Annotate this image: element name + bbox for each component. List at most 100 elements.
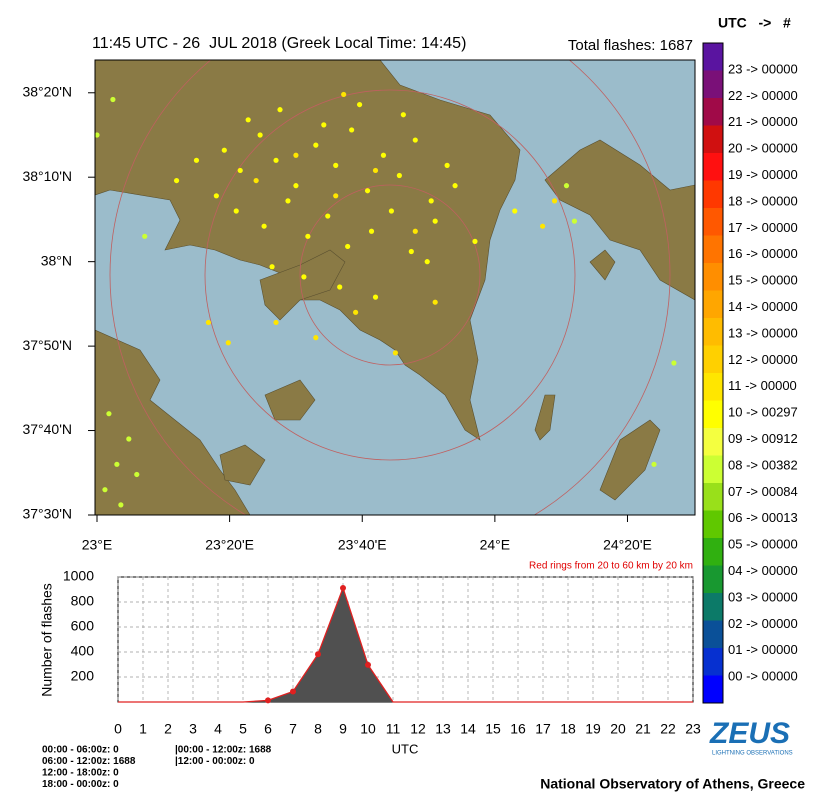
flash (372, 167, 379, 174)
flashes (95, 91, 677, 508)
legend-label: 17 -> 00000 (728, 220, 798, 235)
legend-label: 06 -> 00013 (728, 510, 798, 525)
flash (305, 233, 311, 239)
flash (285, 198, 291, 204)
island (599, 419, 661, 501)
legend-label: 07 -> 00084 (728, 484, 798, 499)
flash (205, 319, 211, 326)
flash (444, 162, 450, 168)
x-tick-label: 23°E (82, 537, 113, 553)
legend-label: 16 -> 00000 (728, 246, 798, 261)
x-tick-label: 14 (460, 721, 476, 737)
legend-swatch (703, 510, 723, 538)
flash (408, 248, 414, 255)
y-tick-label: 37°50'N (22, 337, 72, 353)
histogram-frame (117, 576, 694, 703)
point (290, 688, 296, 695)
area-line (118, 586, 693, 703)
flash (213, 193, 219, 199)
legend-swatch (703, 455, 723, 483)
point (340, 585, 346, 591)
flash (400, 112, 406, 118)
legend-swatch (703, 483, 723, 511)
x-tick-label: 6 (264, 721, 272, 737)
x-tick-label: 0 (114, 721, 122, 737)
aegina (264, 379, 316, 421)
flash (333, 193, 339, 199)
summary-line: 00:00 - 06:00z: 0 (42, 745, 119, 756)
x-tick-label: 17 (535, 721, 551, 737)
legend-swatch (703, 98, 723, 126)
x-tick-label: 11 (386, 721, 401, 737)
y-tick-label: 800 (71, 593, 95, 609)
legend-swatch (703, 43, 723, 71)
flash (110, 96, 116, 103)
legend-swatch (703, 400, 723, 428)
x-tick-label: 22 (660, 721, 676, 737)
island (589, 249, 616, 281)
map (95, 60, 695, 515)
euboea (544, 139, 695, 301)
area (118, 588, 693, 702)
flash (313, 142, 319, 148)
flash (341, 91, 347, 98)
legend-swatch (703, 70, 723, 98)
legend-label: 03 -> 00000 (728, 589, 798, 604)
legend-label: 22 -> 00000 (728, 88, 798, 103)
legend-title: UTC -> # (718, 15, 791, 31)
x-tick-label: 5 (239, 721, 247, 737)
legend-label: 10 -> 00297 (728, 405, 798, 420)
flash (301, 274, 307, 280)
flash (372, 294, 379, 300)
flash (571, 218, 578, 224)
x-tick-label: 24°20'E (603, 537, 652, 553)
flash (452, 183, 458, 189)
legend-swatch (703, 620, 723, 648)
flash (364, 188, 371, 194)
flash (563, 183, 570, 189)
flash (118, 502, 124, 508)
ring (109, 60, 671, 515)
point (365, 661, 371, 668)
flash (337, 284, 343, 290)
flash (225, 340, 231, 346)
legend-label: 05 -> 00000 (728, 537, 798, 552)
point (315, 651, 321, 658)
flash (142, 233, 148, 239)
legend-label: 01 -> 00000 (728, 642, 798, 657)
summary-line: 18:00 - 00:00z: 0 (42, 779, 119, 790)
flash (273, 319, 279, 326)
flash (221, 147, 227, 153)
flash (388, 208, 395, 214)
x-tick-label: 20 (610, 721, 626, 737)
flash (114, 461, 120, 467)
flash (432, 218, 438, 224)
legend-label: 12 -> 00000 (728, 352, 798, 367)
flash (428, 198, 434, 204)
flash (651, 461, 657, 467)
legend-swatch (703, 345, 723, 373)
legend-label: 00 -> 00000 (728, 669, 798, 684)
flash (551, 198, 558, 204)
legend-swatch (703, 565, 723, 593)
legend-swatch (703, 648, 723, 676)
flash (257, 132, 263, 138)
legend-swatch (703, 180, 723, 208)
legend-swatch (703, 318, 723, 346)
legend-swatch (703, 235, 723, 263)
flash (512, 208, 518, 214)
flash (325, 213, 331, 219)
island (534, 394, 556, 441)
legend-label: 11 -> 00000 (728, 378, 797, 393)
ring (204, 89, 576, 461)
logo-tagline: LIGHTNING OBSERVATIONS (712, 751, 793, 757)
x-tick-label: 23 (685, 721, 701, 737)
flash (472, 238, 478, 244)
x-tick-label: 2 (164, 721, 172, 737)
flash (253, 177, 259, 184)
flash (126, 436, 132, 442)
flash (261, 223, 267, 229)
y-axis-title: Number of flashes (39, 583, 55, 697)
x-tick-label: 4 (214, 721, 222, 737)
summary-line: |12:00 - 00:00z: 0 (175, 756, 255, 767)
